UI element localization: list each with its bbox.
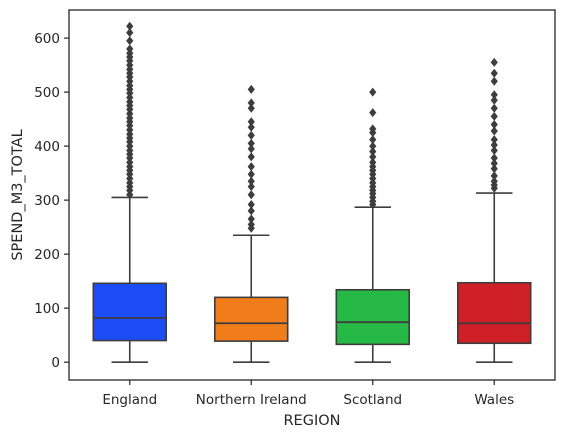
y-tick-label: 100 [34,301,60,317]
outlier-point [247,214,255,224]
outlier-point [126,28,134,38]
y-tick-label: 500 [34,85,60,101]
outlier-point [490,153,498,163]
outlier-point [247,130,255,140]
outlier-point [490,103,498,113]
outlier-point [247,122,255,132]
outlier-point [369,147,377,157]
outlier-point [369,141,377,151]
outlier-point [490,111,498,121]
outlier-point [247,103,255,113]
outlier-point [490,95,498,105]
outlier-point [247,162,255,172]
x-axis-label: REGION [283,413,340,429]
outlier-point [247,169,255,179]
box-group [456,57,532,363]
outlier-point [126,44,134,54]
outlier-point [247,219,255,229]
outlier-point [247,199,255,209]
outlier-point [369,157,377,167]
box-group [335,87,410,363]
x-tick-label: Scotland [343,392,402,408]
y-tick-label: 0 [51,355,60,371]
outlier-point [490,176,498,186]
box-iqr [214,296,289,342]
box-iqr [92,282,168,342]
outlier-point [490,57,498,67]
y-axis-label: SPEND_M3_TOTAL [10,129,26,260]
box-group [92,21,168,363]
y-tick-label: 300 [34,193,60,209]
outlier-point [247,84,255,94]
outlier-point [247,138,255,148]
outlier-point [369,152,377,162]
outlier-point [369,135,377,145]
plot-area [92,21,532,363]
y-axis: 0 100 200 300 400 500 600 [34,31,69,371]
outlier-point [490,140,498,150]
outlier-point [247,144,255,154]
outlier-point [247,206,255,216]
outlier-point [490,145,498,155]
box-iqr [456,281,532,345]
outlier-point [490,90,498,100]
outlier-point [247,98,255,108]
outlier-point [247,182,255,192]
outlier-point [247,117,255,127]
outlier-point [490,135,498,145]
y-tick-label: 200 [34,247,60,263]
x-tick-label: England [102,392,157,408]
x-tick-label: Northern Ireland [196,392,307,408]
outlier-point [490,76,498,86]
outlier-point [369,87,377,97]
outlier-point [247,176,255,186]
outlier-point [369,108,377,118]
plot-frame [68,9,556,381]
outlier-point [490,126,498,136]
outlier-point [126,36,134,46]
outlier-point [490,158,498,168]
y-tick-label: 400 [34,139,60,155]
outlier-point [490,120,498,130]
box-group [214,84,289,363]
outlier-point [126,21,134,31]
outlier-point [247,190,255,200]
x-tick-label: Wales [474,392,514,408]
outlier-point [490,68,498,78]
outlier-point [490,164,498,174]
box-iqr [335,288,410,346]
outlier-point [490,171,498,181]
y-tick-label: 600 [34,31,60,47]
outlier-point [369,124,377,134]
outlier-point [247,152,255,162]
x-axis: England Northern Ireland Scotland Wales [102,380,514,408]
